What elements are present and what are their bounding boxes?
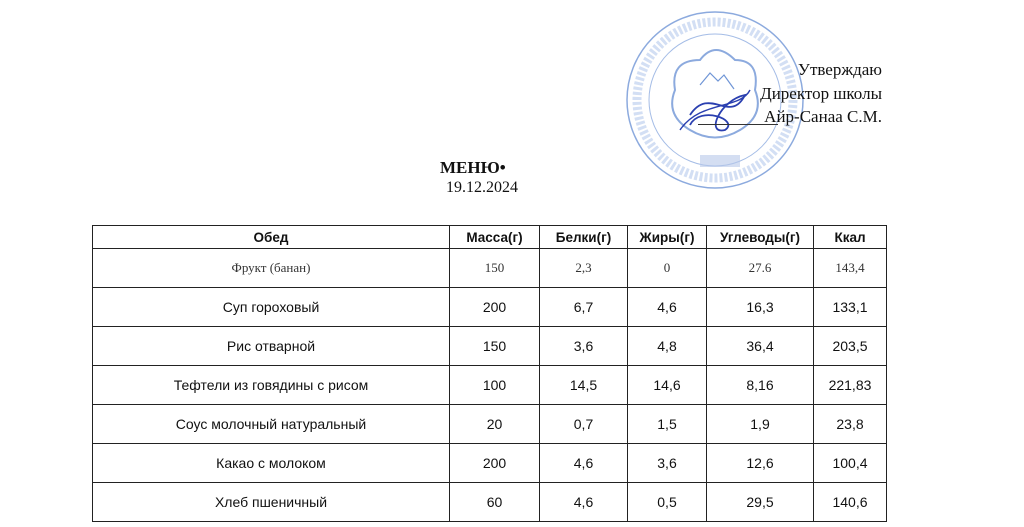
value-cell: 29,5 xyxy=(706,482,814,522)
value-cell: 16,3 xyxy=(706,287,814,327)
dish-name-cell: Хлеб пшеничный xyxy=(92,482,450,522)
dish-name-cell: Тефтели из говядины с рисом xyxy=(92,365,450,405)
value-cell: 14,5 xyxy=(539,365,628,405)
value-cell: 150 xyxy=(449,326,540,366)
dish-name-cell: Суп гороховый xyxy=(92,287,450,327)
header-cell: Ккал xyxy=(813,225,887,249)
value-cell: 150 xyxy=(449,248,540,288)
value-cell: 3,6 xyxy=(539,326,628,366)
value-cell: 20 xyxy=(449,404,540,444)
value-cell: 60 xyxy=(449,482,540,522)
director-title: Директор школы xyxy=(760,84,882,103)
table-row: Соус молочный натуральный 20 0,7 1,5 1,9 23,8 xyxy=(92,404,887,444)
signature-line xyxy=(698,124,778,125)
value-cell: 4,8 xyxy=(627,326,707,366)
value-cell: 133,1 xyxy=(813,287,887,327)
table-header-row: Обед Масса(г) Белки(г) Жиры(г) Углеводы(… xyxy=(92,225,887,249)
value-cell: 0 xyxy=(627,248,707,288)
approval-line: Утверждаю xyxy=(797,60,882,79)
value-cell: 0,5 xyxy=(627,482,707,522)
table-row: Рис отварной 150 3,6 4,8 36,4 203,5 xyxy=(92,326,887,366)
value-cell: 100 xyxy=(449,365,540,405)
value-cell: 14,6 xyxy=(627,365,707,405)
header-cell: Углеводы(г) xyxy=(706,225,814,249)
value-cell: 140,6 xyxy=(813,482,887,522)
value-cell: 12,6 xyxy=(706,443,814,483)
table-row: Какао с молоком 200 4,6 3,6 12,6 100,4 xyxy=(92,443,887,483)
dish-name-cell: Соус молочный натуральный xyxy=(92,404,450,444)
value-cell: 3,6 xyxy=(627,443,707,483)
value-cell: 200 xyxy=(449,287,540,327)
official-stamp xyxy=(626,11,804,189)
approval-block: Утверждаю Директор школы Айр-Санаа С.М. xyxy=(690,60,882,140)
table-row: Хлеб пшеничный 60 4,6 0,5 29,5 140,6 xyxy=(92,482,887,522)
header-cell: Масса(г) xyxy=(449,225,540,249)
table-row: Фрукт (банан) 150 2,3 0 27.6 143,4 xyxy=(92,248,887,288)
value-cell: 1,9 xyxy=(706,404,814,444)
table-row: Тефтели из говядины с рисом 100 14,5 14,6 8,… xyxy=(92,365,887,405)
value-cell: 4,6 xyxy=(539,482,628,522)
value-cell: 23,8 xyxy=(813,404,887,444)
value-cell: 8,16 xyxy=(706,365,814,405)
value-cell: 0,7 xyxy=(539,404,628,444)
value-cell: 143,4 xyxy=(813,248,887,288)
value-cell: 4,6 xyxy=(627,287,707,327)
header-cell: Обед xyxy=(92,225,450,249)
document-date: 19.12.2024 xyxy=(446,179,518,196)
value-cell: 203,5 xyxy=(813,326,887,366)
value-cell: 221,83 xyxy=(813,365,887,405)
dish-name-cell: Рис отварной xyxy=(92,326,450,366)
value-cell: 36,4 xyxy=(706,326,814,366)
dish-name-cell: Фрукт (банан) xyxy=(92,248,450,288)
menu-table: Обед Масса(г) Белки(г) Жиры(г) Углеводы(… xyxy=(92,225,887,522)
director-name: Айр-Санаа С.М. xyxy=(764,107,882,126)
value-cell: 6,7 xyxy=(539,287,628,327)
value-cell: 2,3 xyxy=(539,248,628,288)
value-cell: 200 xyxy=(449,443,540,483)
value-cell: 4,6 xyxy=(539,443,628,483)
table-row: Суп гороховый 200 6,7 4,6 16,3 133,1 xyxy=(92,287,887,327)
header-cell: Жиры(г) xyxy=(627,225,707,249)
value-cell: 100,4 xyxy=(813,443,887,483)
dish-name-cell: Какао с молоком xyxy=(92,443,450,483)
header-cell: Белки(г) xyxy=(539,225,628,249)
document-title: МЕНЮ• xyxy=(440,158,506,177)
value-cell: 1,5 xyxy=(627,404,707,444)
value-cell: 27.6 xyxy=(706,248,814,288)
